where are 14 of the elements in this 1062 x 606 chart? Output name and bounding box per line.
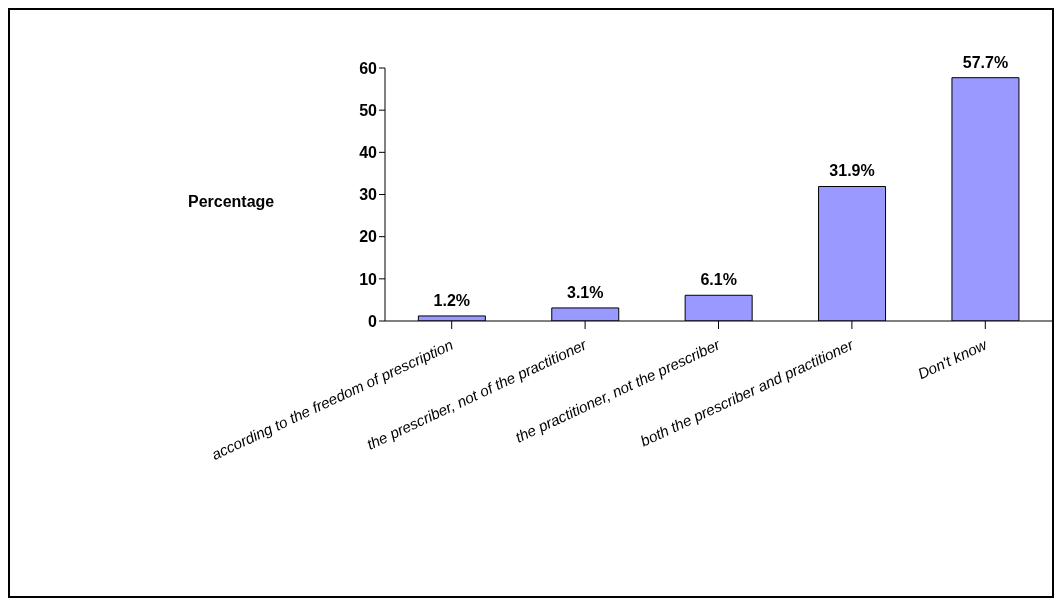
y-tick-label: 0 [368, 312, 378, 330]
x-tick-label: Don't know [915, 335, 991, 383]
data-label: 1.2% [433, 291, 471, 309]
y-tick-label: 60 [359, 59, 378, 77]
y-tick-label: 50 [359, 101, 378, 119]
y-tick-label: 20 [359, 228, 378, 246]
data-label: 57.7% [962, 53, 1009, 71]
y-axis-title: Percentage [188, 193, 275, 211]
y-tick-label: 40 [359, 144, 378, 162]
data-label: 31.9% [829, 162, 875, 180]
data-label: 3.1% [567, 283, 604, 301]
y-tick-label: 10 [359, 270, 378, 288]
data-label: 6.1% [700, 271, 737, 289]
y-tick-label: 30 [359, 186, 378, 204]
